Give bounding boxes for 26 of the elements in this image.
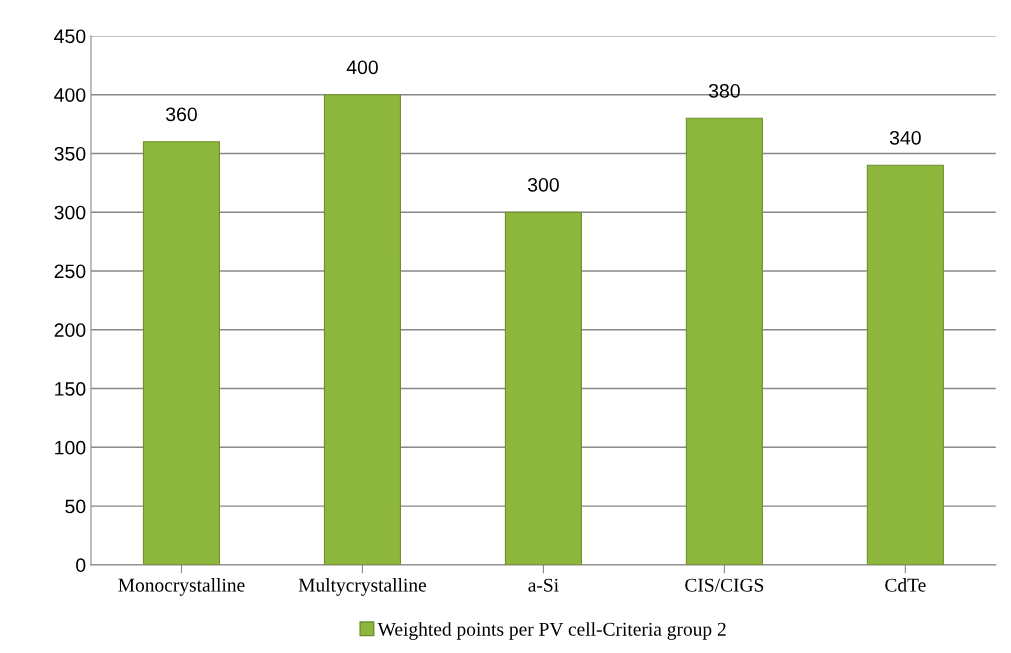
y-tick-label: 200 (54, 323, 86, 337)
bar (323, 94, 402, 565)
y-tick-label: 0 (76, 558, 86, 573)
data-label: 300 (527, 177, 559, 192)
y-tick-label: 50 (65, 499, 86, 514)
x-tick-label: Multycrystalline (298, 578, 427, 596)
bar (142, 141, 221, 565)
y-tick-label: 150 (55, 382, 86, 396)
y-tick-label: 400 (54, 88, 86, 102)
y-tick-label: 100 (55, 440, 86, 455)
y-tick-label: 350 (54, 146, 86, 161)
x-tick-label: Monocrystalline (118, 578, 245, 596)
x-tick-label: CIS/CIGS (685, 578, 764, 592)
bar (685, 117, 763, 565)
bar (866, 164, 944, 565)
y-tick-label: 250 (54, 264, 86, 279)
data-label: 400 (346, 60, 378, 75)
data-label: 360 (166, 107, 197, 122)
x-tick-label: CdTe (885, 578, 926, 592)
y-tick-label: 300 (54, 205, 86, 220)
data-label: 340 (889, 130, 921, 145)
legend-label: Weighted points per PV cell-Criteria group 2 (377, 622, 726, 640)
bar (504, 211, 582, 565)
x-tick-label: a-Si (528, 578, 559, 592)
y-tick-label: 450 (54, 29, 86, 44)
data-label: 380 (708, 83, 740, 98)
